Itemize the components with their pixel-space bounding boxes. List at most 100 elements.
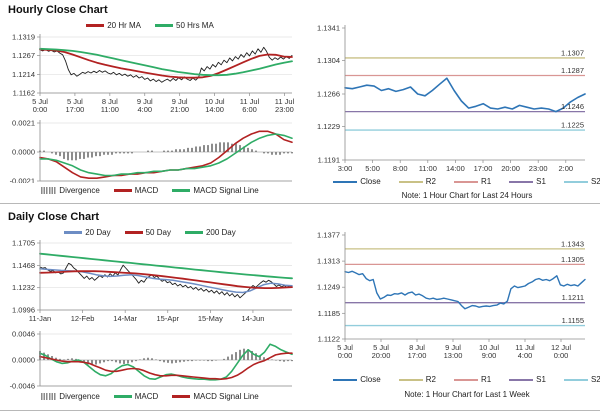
legend-item-s1: S1 (509, 375, 546, 384)
svg-text:1.1155: 1.1155 (562, 316, 584, 325)
legend-label: Divergence (59, 392, 100, 401)
svg-text:-0.0021: -0.0021 (10, 177, 35, 184)
legend-item-divergence: Divergence (41, 186, 100, 195)
svg-text:1.1343: 1.1343 (561, 239, 584, 248)
line-swatch-icon (172, 395, 191, 398)
hourly-macd-legend: Divergence MACD MACD Signal Line (0, 186, 300, 195)
svg-text:4:00: 4:00 (518, 351, 533, 360)
svg-text:9 Jul: 9 Jul (137, 97, 153, 106)
line-swatch-icon (398, 378, 423, 381)
svg-text:1.1214: 1.1214 (12, 70, 35, 79)
svg-text:0:00: 0:00 (33, 105, 48, 112)
svg-text:1.1211: 1.1211 (562, 293, 584, 302)
svg-text:1.1468: 1.1468 (12, 261, 35, 270)
svg-text:12-Feb: 12-Feb (71, 314, 95, 323)
legend-label: S2 (590, 177, 600, 186)
legend-label: S1 (536, 177, 546, 186)
svg-text:5 Jul: 5 Jul (373, 343, 389, 352)
legend-item-macd: MACD (113, 186, 159, 195)
svg-text:1.0996: 1.0996 (12, 306, 35, 315)
svg-text:8 Jul: 8 Jul (102, 97, 118, 106)
weekly-pivot-legend: Close R2 R1 S1 S2 (300, 375, 600, 384)
legend-label: MACD (134, 186, 159, 195)
svg-text:1.1162: 1.1162 (13, 89, 35, 98)
line-swatch-icon (509, 180, 534, 183)
line-swatch-icon (64, 231, 83, 234)
legend-label: 20 Hr MA (107, 21, 141, 30)
svg-text:14-Jun: 14-Jun (241, 314, 264, 323)
svg-text:11 Jul: 11 Jul (240, 97, 260, 106)
legend-item-200-day: 200 Day (184, 228, 236, 237)
svg-text:17:00: 17:00 (408, 351, 427, 360)
legend-item-macd: MACD (113, 392, 159, 401)
svg-text:0.0000: 0.0000 (12, 356, 35, 365)
legend-item-20-hr-ma: 20 Hr MA (86, 21, 141, 30)
svg-text:1.1246: 1.1246 (561, 102, 584, 111)
svg-text:5 Jul: 5 Jul (337, 343, 353, 352)
legend-label: Close (360, 177, 381, 186)
svg-text:1.1305: 1.1305 (561, 255, 584, 264)
bar-swatch-icon (41, 393, 57, 400)
legend-label: MACD (134, 392, 159, 401)
svg-text:1.1249: 1.1249 (317, 283, 340, 292)
svg-text:0.0000: 0.0000 (12, 148, 35, 157)
legend-item-s2: S2 (563, 177, 600, 186)
svg-text:1.1191: 1.1191 (318, 156, 340, 165)
legend-item-close: Close (333, 177, 381, 186)
hourly-pivot-note: Note: 1 Hour Chart for Last 24 Hours (401, 191, 533, 200)
svg-text:1.1705: 1.1705 (12, 239, 35, 248)
svg-text:6:00: 6:00 (242, 105, 257, 112)
bar-swatch-icon (41, 187, 57, 194)
hourly-close-panel: Hourly Close Chart 20 Hr MA 50 Hrs MA 1.1… (0, 0, 300, 204)
line-swatch-icon (563, 180, 588, 183)
svg-text:2:00: 2:00 (558, 164, 573, 173)
svg-text:15-Apr: 15-Apr (157, 314, 180, 323)
svg-text:1.1267: 1.1267 (12, 51, 35, 60)
line-swatch-icon (563, 378, 588, 381)
line-swatch-icon (86, 24, 105, 27)
legend-item-r2: R2 (398, 177, 436, 186)
svg-text:1.1304: 1.1304 (317, 56, 340, 65)
svg-text:11:00: 11:00 (101, 105, 119, 112)
svg-text:20:00: 20:00 (372, 351, 391, 360)
svg-text:1.1225: 1.1225 (561, 121, 584, 130)
svg-text:10 Jul: 10 Jul (479, 343, 499, 352)
legend-label: 20 Day (85, 228, 111, 237)
daily-close-panel: Daily Close Chart 20 Day 50 Day 200 Day 1.… (0, 204, 300, 410)
legend-item-s1: S1 (509, 177, 546, 186)
legend-item-20-day: 20 Day (64, 228, 111, 237)
line-swatch-icon (184, 231, 203, 234)
legend-label: S1 (536, 375, 546, 384)
svg-text:8 Jul: 8 Jul (409, 343, 425, 352)
legend-label: R1 (480, 177, 492, 186)
hourly-macd-chart: 0.0021 0.0000 -0.0021 (10, 119, 293, 184)
hourly-chart-title: Hourly Close Chart (8, 4, 108, 16)
svg-text:5 Jul: 5 Jul (32, 97, 48, 106)
legend-item-s2: S2 (563, 375, 600, 384)
svg-text:4:00: 4:00 (137, 105, 152, 112)
legend-item-r1: R1 (453, 177, 492, 186)
svg-text:0:00: 0:00 (338, 351, 353, 360)
legend-label: MACD Signal Line (193, 186, 259, 195)
legend-label: 200 Day (205, 228, 236, 237)
line-swatch-icon (113, 189, 132, 192)
svg-text:1.1229: 1.1229 (317, 122, 340, 131)
svg-text:15-May: 15-May (198, 314, 223, 323)
horizontal-divider (0, 410, 600, 411)
hourly-pivot-legend: Close R2 R1 S1 S2 (300, 177, 600, 186)
line-swatch-icon (333, 180, 358, 183)
svg-text:1.1307: 1.1307 (561, 48, 584, 57)
svg-text:1.1122: 1.1122 (318, 335, 340, 344)
legend-item-close: Close (333, 375, 381, 384)
svg-text:13:00: 13:00 (444, 351, 463, 360)
daily-price-legend: 20 Day 50 Day 200 Day (0, 228, 300, 237)
line-swatch-icon (398, 180, 423, 183)
legend-item-macd-signal-line: MACD Signal Line (172, 186, 259, 195)
svg-text:14:00: 14:00 (205, 105, 224, 112)
svg-text:14:00: 14:00 (446, 164, 465, 173)
svg-text:1.1266: 1.1266 (317, 90, 340, 99)
svg-text:1.1313: 1.1313 (317, 257, 340, 266)
legend-label: 50 Hrs MA (176, 21, 214, 30)
svg-text:1.1185: 1.1185 (318, 309, 340, 318)
